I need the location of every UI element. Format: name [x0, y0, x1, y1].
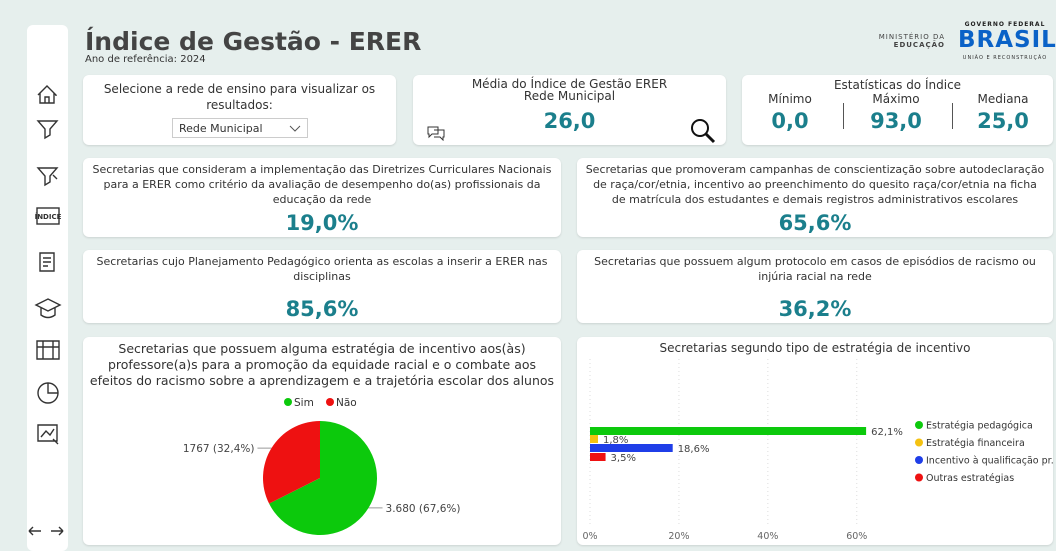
logo-tagline: UNIÃO E RECONSTRUÇÃO	[962, 55, 1048, 61]
legend-label: Incentivo à qualificação pr...	[926, 456, 1053, 467]
kpi-card: Secretarias cujo Planejamento Pedagógico…	[83, 250, 561, 323]
legend-swatch	[915, 421, 923, 429]
kpi-card: Secretarias que consideram a implementaç…	[83, 158, 561, 237]
page-subtitle: Ano de referência: 2024	[85, 54, 206, 65]
legend-label: Outras estratégias	[926, 473, 1014, 484]
stat-label: Máximo	[872, 92, 920, 106]
kpi-value: 19,0%	[285, 211, 359, 235]
ministry-name: EDUCAÇÃO	[893, 41, 945, 49]
legend-swatch	[915, 473, 923, 482]
slice-label: 1767 (32,4%)	[183, 443, 255, 455]
filter-label: Selecione a rede de ensino para visualiz…	[103, 82, 376, 112]
legend-label: Estratégia financeira	[926, 438, 1025, 449]
media-value: 26,0	[543, 109, 596, 133]
bar-label: 18,6%	[678, 444, 710, 455]
bar-title: Secretarias segundo tipo de estratégia d…	[659, 341, 971, 355]
bar	[590, 427, 867, 435]
search-icon[interactable]	[689, 117, 717, 145]
filter-dropdown[interactable]: Rede Municipal	[172, 118, 308, 138]
media-title: Média do Índice de Gestão ERER	[471, 77, 668, 91]
legend-swatch	[915, 438, 923, 447]
x-tick-label: 0%	[582, 531, 597, 542]
gov-label: GOVERNO FEDERAL	[964, 21, 1046, 28]
kpi-text: Secretarias que consideram a implementaç…	[92, 163, 552, 206]
x-tick-label: 60%	[846, 531, 867, 542]
home-icon[interactable]	[37, 85, 57, 104]
x-tick-label: 20%	[668, 531, 689, 542]
kpi-text: Secretarias cujo Planejamento Pedagógico…	[96, 255, 548, 283]
stat-label: Mínimo	[768, 92, 812, 106]
slice-label: 3.680 (67,6%)	[386, 503, 461, 515]
svg-text:ÍNDICE: ÍNDICE	[35, 212, 62, 221]
analysis-icon[interactable]	[37, 424, 59, 445]
pie-title: Secretarias que possuem alguma estratégi…	[89, 341, 555, 388]
sidebar-bg	[27, 25, 68, 551]
bar-panel: Secretarias segundo tipo de estratégia d…	[577, 337, 1053, 545]
legend-swatch	[284, 398, 292, 406]
legend-swatch	[326, 398, 334, 406]
stats-divider	[843, 103, 844, 129]
stats-title: Estatísticas do Índice	[833, 78, 962, 92]
bar-label: 62,1%	[871, 427, 903, 438]
media-subtitle: Rede Municipal	[523, 89, 616, 103]
kpi-value: 85,6%	[285, 297, 359, 321]
bar-label: 3,5%	[611, 453, 636, 464]
sidebar: ÍNDICE	[27, 25, 68, 551]
kpi-value: 36,2%	[778, 297, 852, 321]
pie-panel: Secretarias que possuem alguma estratégi…	[83, 337, 561, 545]
kpi-text: Secretarias que possuem algum protocolo …	[594, 255, 1036, 283]
ministry-line: MINISTÉRIO DA	[878, 33, 945, 41]
nav-arrows[interactable]	[28, 526, 64, 536]
ministry-label: MINISTÉRIO DA EDUCAÇÃO	[860, 33, 945, 49]
indice-icon[interactable]	[36, 207, 60, 225]
bar	[590, 444, 673, 452]
bar-label: 1,8%	[603, 435, 628, 446]
stat-value: 25,0	[977, 109, 1029, 133]
filter-reset-icon[interactable]	[36, 167, 59, 187]
pie-slice	[263, 421, 320, 504]
kpi-value: 65,6%	[778, 211, 852, 235]
help-icon[interactable]	[425, 123, 447, 141]
stat-label: Mediana	[977, 92, 1029, 106]
school-icon[interactable]	[36, 340, 60, 360]
stat-value: 93,0	[870, 109, 922, 133]
dropdown-value: Rede Municipal	[179, 122, 263, 135]
graduation-icon[interactable]	[34, 298, 62, 319]
legend-label: Sim	[294, 397, 314, 409]
legend-label: Estratégia pedagógica	[926, 421, 1033, 432]
kpi-card: Secretarias que possuem algum protocolo …	[577, 250, 1053, 323]
chevron	[289, 125, 301, 132]
stats-divider	[952, 103, 953, 129]
x-tick-label: 40%	[757, 531, 778, 542]
legend-swatch	[915, 456, 923, 464]
media-panel: Média do Índice de Gestão ERER Rede Muni…	[413, 75, 726, 145]
stats-panel: Estatísticas do Índice Mínimo 0,0 Máximo 93…	[742, 75, 1053, 145]
bar-chart: 0% 20% 40% 60% 62,1% Estratégia pedagógica 1,8…	[582, 359, 1053, 542]
bar	[590, 435, 599, 443]
kpi-text: Secretarias que promoveram campanhas de …	[585, 163, 1045, 206]
brasil-logo: BRASIL	[958, 27, 1056, 53]
page-title: Índice de Gestão - ERER	[85, 27, 422, 56]
kpi-card: Secretarias que promoveram campanhas de …	[577, 158, 1053, 237]
pie-chart: Sim Não 3.680 (67,6%) 1767 (32,4%)	[183, 397, 461, 535]
filter-icon[interactable]	[36, 120, 59, 140]
filter-panel: Selecione a rede de ensino para visualiz…	[83, 75, 396, 145]
stat-value: 0,0	[771, 109, 809, 133]
report-icon[interactable]	[39, 252, 55, 272]
bar	[590, 453, 606, 461]
pie-slice	[269, 421, 378, 535]
legend-label: Não	[336, 397, 357, 409]
